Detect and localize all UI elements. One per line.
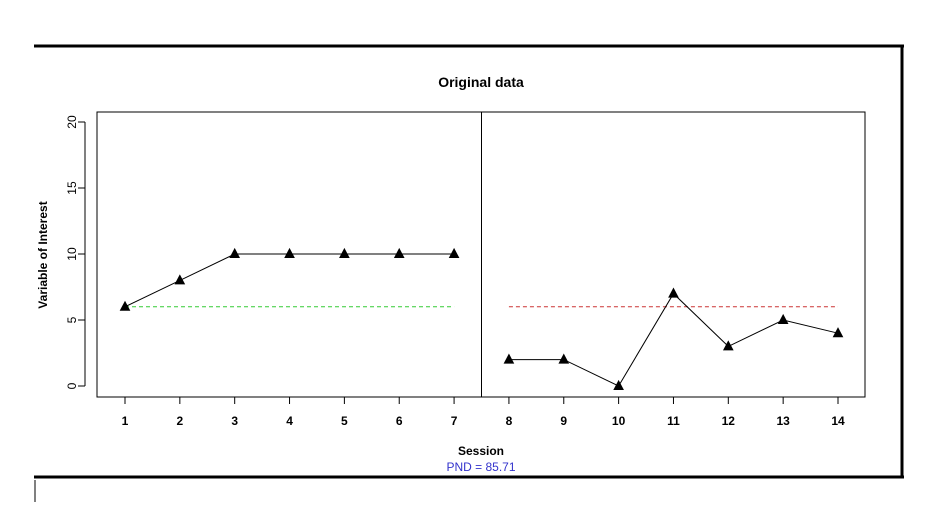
series-line — [508, 292, 839, 387]
data-point-marker — [229, 247, 241, 258]
data-point-marker — [668, 287, 679, 298]
chart-title: Original data — [438, 74, 524, 90]
data-point-marker — [393, 247, 405, 258]
data-series — [119, 247, 844, 390]
x-tick-label: 1 — [122, 414, 129, 428]
x-tick-label: 9 — [560, 414, 567, 428]
y-axis: 0 5 10 15 20 — [65, 115, 86, 389]
series-line — [124, 253, 455, 308]
data-point-marker — [558, 353, 570, 364]
x-tick-label: 12 — [722, 414, 736, 428]
x-tick-label: 4 — [286, 414, 293, 428]
x-tick-label: 8 — [506, 414, 513, 428]
data-point-marker — [777, 313, 789, 324]
pnd-subtitle: PND = 85.71 — [446, 460, 515, 474]
y-tick-label: 15 — [65, 181, 79, 195]
data-point-marker — [448, 247, 460, 258]
x-tick-label: 13 — [776, 414, 790, 428]
data-point-marker — [613, 379, 624, 390]
x-axis-label: Session — [458, 444, 504, 458]
y-axis-label: Variable of Interest — [36, 201, 50, 308]
x-tick-label: 11 — [667, 414, 680, 428]
x-tick-label: 3 — [231, 414, 238, 428]
x-axis: 1 2 3 4 5 6 7 8 9 10 11 12 13 14 — [122, 396, 845, 428]
y-tick-label: 5 — [65, 316, 79, 323]
data-point-marker — [174, 274, 186, 285]
data-point-marker — [722, 340, 734, 351]
y-tick-label: 20 — [65, 115, 79, 129]
y-tick-label: 0 — [65, 382, 79, 389]
data-point-marker — [339, 247, 350, 258]
data-point-marker — [284, 247, 295, 258]
data-point-marker — [119, 300, 131, 311]
x-tick-label: 5 — [341, 414, 348, 428]
x-tick-label: 14 — [831, 414, 845, 428]
data-point-marker — [503, 353, 515, 364]
x-tick-label: 2 — [177, 414, 184, 428]
x-tick-label: 7 — [451, 414, 458, 428]
y-tick-label: 10 — [65, 247, 79, 261]
x-tick-label: 10 — [612, 414, 626, 428]
data-point-marker — [832, 327, 844, 338]
x-tick-label: 6 — [396, 414, 403, 428]
